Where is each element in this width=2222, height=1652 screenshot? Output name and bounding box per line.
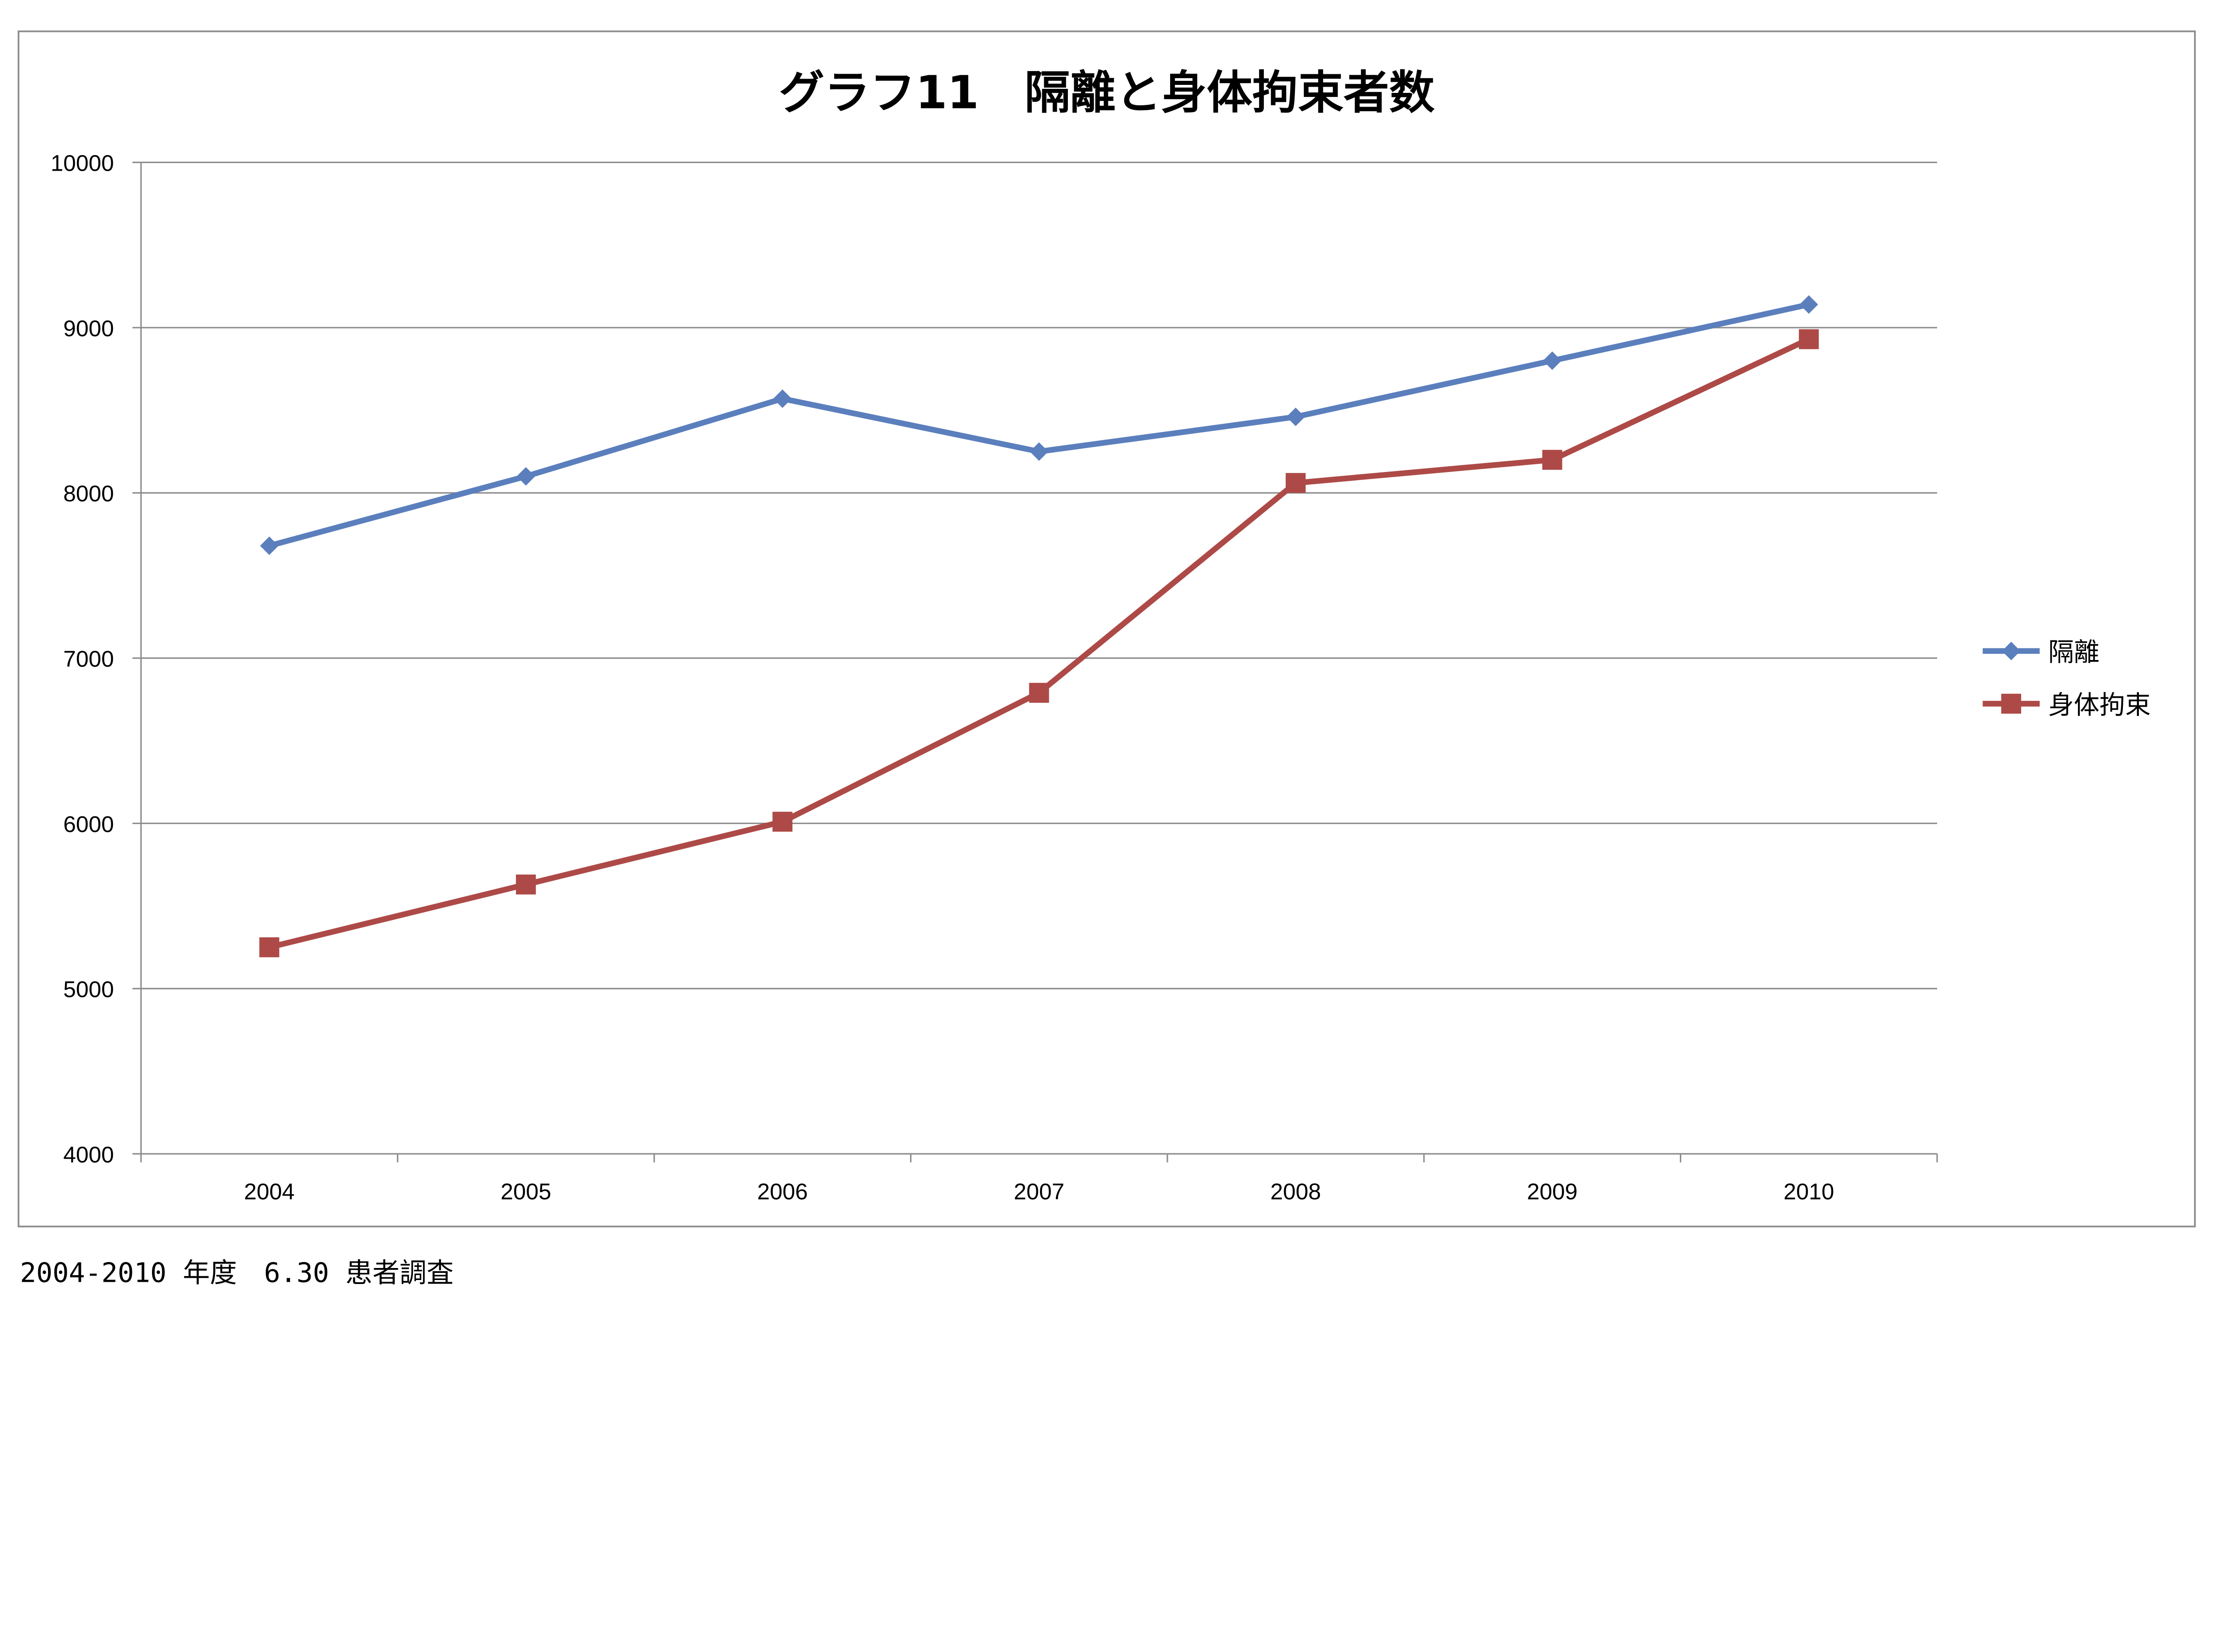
data-point: [1286, 408, 1305, 426]
series-group: [259, 295, 1819, 957]
data-point: [773, 389, 792, 408]
legend-label: 身体拘束: [2048, 690, 2151, 720]
y-tick-label: 8000: [63, 481, 114, 506]
gridlines: [141, 161, 1937, 989]
data-point: [1799, 295, 1818, 314]
legend-item: 身体拘束: [1982, 690, 2151, 720]
x-tick-label: 2008: [1270, 1179, 1321, 1204]
chart-frame: [17, 30, 2196, 1228]
series-restraint: [259, 329, 1819, 957]
x-tick-label: 2005: [500, 1179, 551, 1204]
data-point: [772, 812, 793, 832]
data-point: [259, 937, 280, 957]
axes: 4000 5000 6000 7000 8000 9000 10000 2004 2005 200…: [51, 151, 1938, 1204]
legend-label: 隔離: [2048, 637, 2099, 667]
x-tick-label: 2004: [244, 1179, 295, 1204]
data-point: [1029, 683, 1049, 703]
data-point: [1543, 351, 1562, 370]
legend-marker: [2001, 693, 2022, 714]
x-tick-label: 2007: [1014, 1179, 1064, 1204]
chart-title: グラフ11 隔離と身体拘束者数: [779, 67, 1435, 120]
data-point: [1798, 329, 1819, 349]
y-tick-label: 5000: [63, 977, 114, 1002]
y-tick-label: 4000: [63, 1142, 114, 1167]
x-tick-label: 2009: [1527, 1179, 1578, 1204]
data-point: [516, 874, 536, 895]
y-tick-label: 9000: [63, 316, 114, 341]
data-point: [1542, 450, 1563, 470]
x-tick-label: 2010: [1783, 1179, 1834, 1204]
y-tick-label: 7000: [63, 646, 114, 672]
y-tick-label: 10000: [51, 151, 114, 176]
legend-item: 隔離: [1982, 637, 2099, 667]
line-chart: グラフ11 隔離と身体拘束者数 4000 5000 6000 7000 8000 9000…: [17, 30, 2196, 1289]
data-point: [1286, 473, 1306, 493]
x-tick-label: 2006: [757, 1179, 808, 1204]
footnote: 2004-2010 年度 6.30 患者調査: [20, 1257, 454, 1289]
legend-marker: [2002, 641, 2021, 660]
y-tick-label: 6000: [63, 812, 114, 837]
